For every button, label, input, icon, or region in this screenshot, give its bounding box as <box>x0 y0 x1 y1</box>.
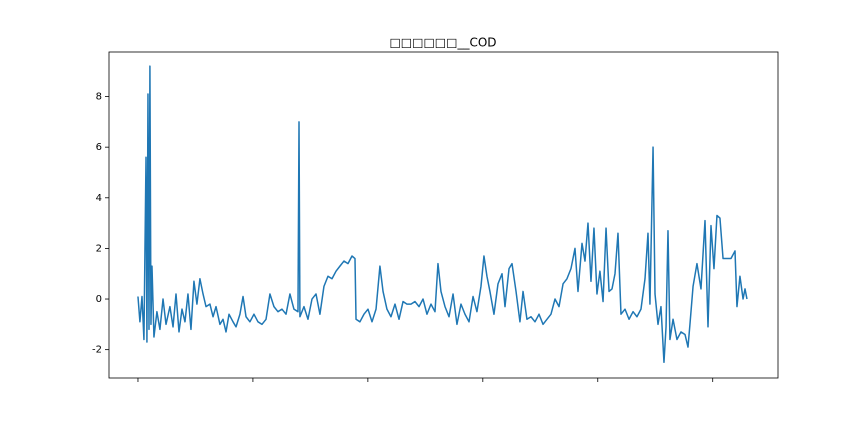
chart-title: □□□□□□__COD <box>389 36 496 50</box>
y-tick-label: 0 <box>96 294 102 305</box>
y-tick-label: 6 <box>96 142 102 153</box>
y-tick-label: -2 <box>92 345 102 356</box>
y-tick-label: 8 <box>96 92 102 103</box>
data-line <box>137 65 748 364</box>
plot-frame <box>108 51 779 379</box>
y-tick-label: 2 <box>96 243 102 254</box>
y-tick-label: 4 <box>96 193 102 204</box>
